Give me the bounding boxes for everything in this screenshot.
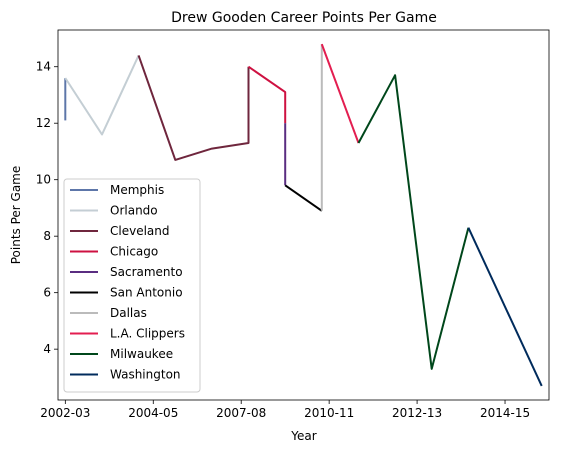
series-line-cleveland — [137, 55, 250, 161]
y-tick-label: 14 — [36, 60, 51, 74]
series-line-chicago — [247, 65, 287, 124]
series-layer — [64, 43, 543, 387]
y-axis-label: Points Per Game — [9, 166, 23, 265]
legend-label: L.A. Clippers — [110, 327, 185, 341]
x-tick-label: 2007-08 — [216, 406, 266, 420]
series-line-san-antonio — [284, 184, 323, 212]
x-tick-label: 2010-11 — [304, 406, 354, 420]
legend-label: Dallas — [110, 306, 147, 320]
y-tick-label: 8 — [43, 229, 51, 243]
x-axis: 2002-03 2004-05 2007-08 2010-11 2012-13 2014-… — [40, 400, 530, 420]
x-tick-label: 2002-03 — [40, 406, 90, 420]
x-tick-label: 2012-13 — [392, 406, 442, 420]
series-line-washington — [467, 227, 543, 387]
plot-frame — [57, 29, 550, 401]
legend-label: Cleveland — [110, 224, 170, 238]
y-tick-label: 12 — [36, 116, 51, 130]
y-axis: 4 6 8 10 12 14 — [36, 60, 58, 356]
legend-label: Milwaukee — [110, 347, 173, 361]
x-axis-label: Year — [290, 429, 316, 443]
legend-label: Washington — [110, 368, 181, 382]
legend-label: San Antonio — [110, 286, 183, 300]
legend: Memphis Orlando Cleveland Chicago Sacramento… — [63, 178, 201, 393]
y-tick-label: 10 — [36, 173, 51, 187]
legend-label: Orlando — [110, 204, 158, 218]
legend-box — [63, 178, 201, 393]
y-tick-label: 6 — [43, 286, 51, 300]
series-line-milwaukee — [357, 74, 470, 370]
legend-label: Chicago — [110, 245, 158, 259]
series-line-orlando — [64, 54, 140, 136]
series-line-l-a-clippers — [320, 43, 360, 144]
chart-title: Drew Gooden Career Points Per Game — [171, 10, 437, 26]
legend-label: Memphis — [110, 183, 164, 197]
x-tick-label: 2004-05 — [128, 406, 178, 420]
y-tick-label: 4 — [43, 342, 51, 356]
legend-label: Sacramento — [110, 265, 183, 279]
x-tick-label: 2014-15 — [480, 406, 530, 420]
